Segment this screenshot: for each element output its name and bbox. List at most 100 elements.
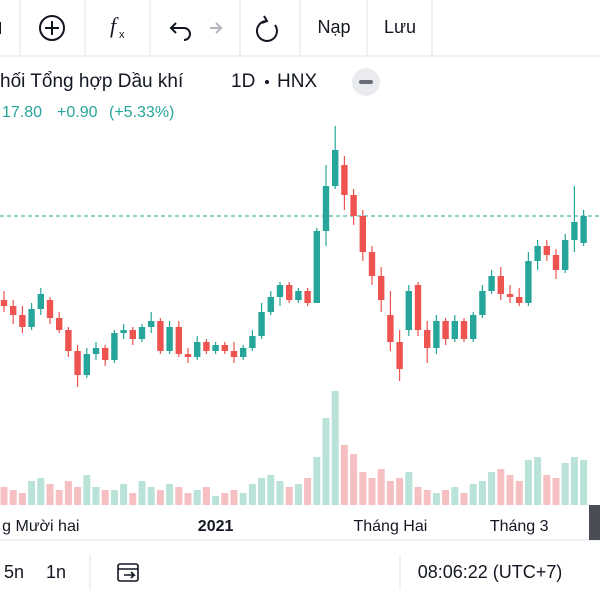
candle-body (184, 354, 192, 357)
candle-body (129, 330, 136, 339)
candle-body (368, 252, 376, 276)
volume-bar (285, 487, 293, 505)
fx-icon-sub[interactable]: x (119, 29, 125, 41)
candle-body (19, 315, 26, 327)
candle-body (387, 315, 394, 342)
volume-bar (239, 493, 247, 505)
x-tick-label: Tháng 3 (490, 518, 549, 535)
candle-body (175, 327, 182, 354)
candle-body (488, 276, 495, 291)
volume-bar (248, 484, 256, 505)
volume-bar (193, 490, 201, 505)
candle-body (120, 330, 127, 333)
candle-body (148, 321, 155, 327)
volume-bar (64, 481, 72, 505)
collapse-icon (359, 80, 373, 84)
volume-bar (138, 481, 146, 505)
volume-bar (506, 475, 514, 505)
toolbar-icons[interactable] (0, 15, 278, 42)
load-button[interactable]: Nạp (317, 17, 350, 37)
candle-body (460, 321, 468, 339)
volume-bar (83, 475, 91, 505)
fx-icon[interactable]: f (110, 13, 119, 38)
volume-bar (129, 493, 137, 505)
volume-bar (451, 487, 459, 505)
volume-bar (359, 472, 367, 505)
save-button[interactable]: Lưu (384, 17, 416, 37)
volume-bar (561, 463, 569, 505)
candle-body (28, 309, 35, 327)
volume-bar (524, 460, 532, 505)
volume-bar (570, 457, 578, 505)
symbol-title: hối Tổng hợp Dầu khí (0, 71, 184, 92)
candle-body (249, 336, 256, 348)
exchange: HNX (277, 71, 317, 92)
volume-bar (230, 490, 238, 505)
price-scale-corner (589, 505, 600, 540)
candle-body (405, 291, 412, 330)
volume-bar (147, 487, 155, 505)
volume-bar (212, 496, 220, 505)
candle-body (102, 348, 109, 360)
volume-bar (414, 487, 422, 505)
volume-bar (304, 478, 312, 505)
candle-body (359, 216, 366, 252)
volume-bar (9, 490, 17, 505)
change: +0.90 (57, 104, 98, 121)
candle-body (341, 165, 348, 195)
candle-body (83, 354, 90, 375)
candle-body (396, 342, 403, 369)
candle-body (442, 321, 449, 339)
volume-bar (460, 493, 468, 505)
candle-body (451, 321, 458, 339)
range-button[interactable]: 5n (4, 562, 24, 582)
candle-body (313, 231, 320, 303)
candle-body (424, 330, 431, 348)
candle-body (552, 255, 560, 270)
volume-bar (552, 478, 560, 505)
candle-body (350, 195, 357, 216)
volume-bar (258, 478, 266, 505)
candle-body (221, 345, 228, 351)
dot (265, 80, 269, 84)
candle-body (46, 300, 54, 318)
candle-body (479, 291, 486, 315)
candle-body (433, 321, 440, 348)
candle-body (230, 351, 238, 357)
range-button[interactable]: 1n (46, 562, 66, 582)
candle-body (378, 276, 385, 300)
candle-body (267, 297, 274, 312)
volume-bar (294, 484, 302, 505)
clock[interactable]: 08:06:22 (UTC+7) (418, 562, 563, 582)
volume-bar (101, 490, 109, 505)
candle-body (157, 321, 164, 351)
x-tick-label: 2021 (198, 518, 234, 535)
volume-bar (322, 418, 330, 505)
candle-body (506, 294, 514, 297)
volume-bar (497, 469, 505, 505)
goto-date-icon[interactable] (117, 563, 139, 582)
volume-bar (396, 478, 404, 505)
candle-body (322, 186, 330, 231)
volume-bar (543, 475, 551, 505)
candle-body (258, 312, 265, 336)
candle-body (65, 330, 72, 351)
candle-body (562, 240, 569, 270)
volume-bar (74, 487, 82, 505)
candle-body (74, 351, 81, 375)
candle-body (0, 300, 8, 306)
candle-body (580, 216, 587, 243)
volume-bar (0, 487, 8, 505)
volume-bar (37, 478, 45, 505)
volume-bar (469, 484, 477, 505)
volume-bar (350, 454, 358, 505)
volume-bar (313, 457, 321, 505)
volume-bar (184, 493, 192, 505)
volume-bar (432, 493, 440, 505)
candle-body (212, 345, 219, 351)
volume-bar (377, 469, 385, 505)
candle-body (56, 318, 63, 330)
candle-body (304, 291, 311, 303)
change-pct: (+5.33%) (109, 104, 174, 121)
